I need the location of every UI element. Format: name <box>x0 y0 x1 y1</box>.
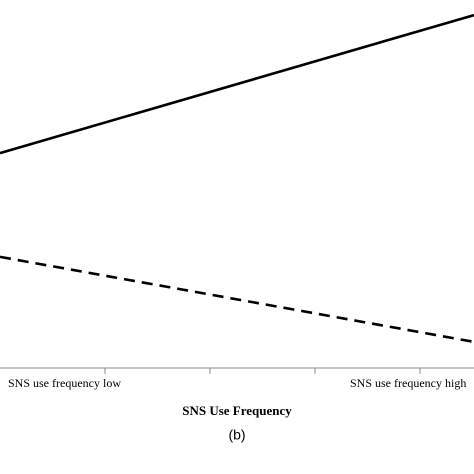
x-tick-label: SNS use frequency high <box>350 376 466 390</box>
x-axis-label: SNS Use Frequency <box>182 403 292 418</box>
x-axis-ticks <box>104 368 421 374</box>
x-tick-label: SNS use frequency low <box>8 376 121 390</box>
caption: (b) <box>228 427 245 443</box>
series-line <box>0 13 474 155</box>
series-line <box>0 255 474 344</box>
